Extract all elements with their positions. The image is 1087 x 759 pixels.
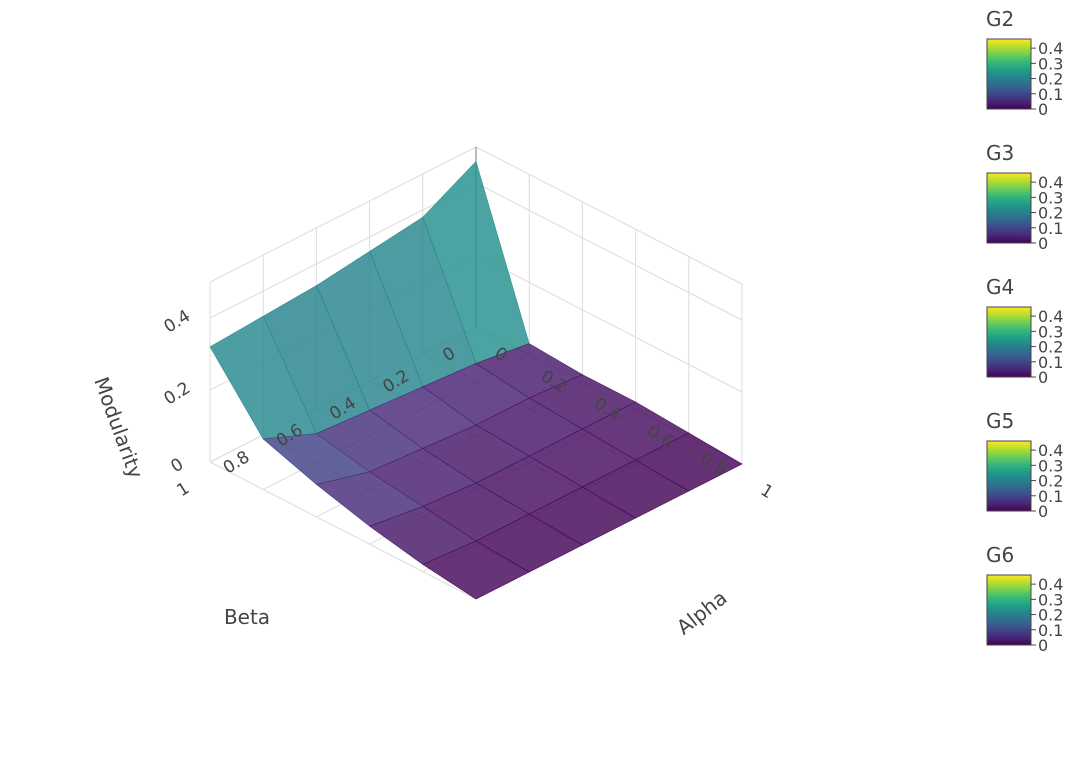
- beta-tick-label: 1: [173, 478, 193, 501]
- floor-grid-beta-5: [209, 461, 477, 600]
- modularity-tick-label: 0.4: [161, 306, 195, 337]
- colorbar-tick-label: 0.2: [1038, 606, 1063, 625]
- colorbar-tick-label: 0.4: [1038, 39, 1063, 58]
- colorbar-tick-label: 0.3: [1038, 456, 1063, 475]
- colorbar-tick-label: 0: [1038, 502, 1048, 521]
- colorbar-tick-label: 0.1: [1038, 353, 1063, 372]
- colorbar-tick-label: 0.4: [1038, 307, 1063, 326]
- colorbar-title: G3: [986, 141, 1014, 165]
- colorbar-tick-label: 0.3: [1038, 54, 1063, 73]
- colorbar-g3: G3 00.10.20.30.4: [986, 141, 1063, 253]
- colorbar-title: G2: [986, 7, 1014, 31]
- colorbar-tick-label: 0.3: [1038, 590, 1063, 609]
- colorbar-tick-label: 0.4: [1038, 173, 1063, 192]
- colorbar-tick-label: 0: [1038, 368, 1048, 387]
- colorbar-layer: G200.10.20.30.4G300.10.20.30.4G400.10.20…: [986, 7, 1063, 655]
- colorbar-g4: G4 00.10.20.30.4: [986, 275, 1063, 387]
- beta-axis-title: Beta: [224, 605, 270, 629]
- colorbar-tick-label: 0: [1038, 100, 1048, 119]
- surface-layer: [209, 160, 743, 600]
- wall-grid-z-beta-3: [209, 146, 477, 283]
- colorbar-tick-label: 0.2: [1038, 204, 1063, 223]
- colorbar-gradient: [986, 38, 1032, 110]
- colorbar-g2: G2 00.10.20.30.4: [986, 7, 1063, 119]
- colorbar-tick-label: 0: [1038, 636, 1048, 655]
- surface-patch-4-4: [422, 540, 530, 600]
- colorbar-tick-label: 0.1: [1038, 487, 1063, 506]
- colorbar-tick-label: 0.4: [1038, 441, 1063, 460]
- colorbar-tick-label: 0.2: [1038, 338, 1063, 357]
- colorbar-tick-label: 0.3: [1038, 322, 1063, 341]
- colorbar-tick-label: 0.1: [1038, 219, 1063, 238]
- colorbar-tick-label: 0.3: [1038, 188, 1063, 207]
- colorbar-gradient: [986, 172, 1032, 244]
- colorbar-tick-label: 0.1: [1038, 621, 1063, 640]
- colorbar-tick-label: 0.2: [1038, 70, 1063, 89]
- modularity-tick-label: 0: [167, 454, 187, 477]
- wall-grid-z-alpha-1: [475, 254, 743, 393]
- colorbar-tick-label: 0.4: [1038, 575, 1063, 594]
- alpha-tick-label: 1: [757, 480, 777, 503]
- modularity-tick-label: 0.2: [161, 378, 195, 409]
- colorbar-title: G6: [986, 543, 1014, 567]
- colorbar-title: G5: [986, 409, 1014, 433]
- colorbar-gradient: [986, 574, 1032, 646]
- colorbar-tick-label: 0: [1038, 234, 1048, 253]
- alpha-axis-title: Alpha: [672, 586, 732, 640]
- colorbar-g5: G5 00.10.20.30.4: [986, 409, 1063, 521]
- modularity-axis-title: Modularity: [89, 374, 148, 482]
- colorbar-gradient: [986, 440, 1032, 512]
- wall-grid-z-beta-2: [209, 182, 477, 319]
- colorbar-gradient: [986, 306, 1032, 378]
- wall-grid-z-alpha-2: [475, 182, 743, 321]
- colorbar-g6: G6 00.10.20.30.4: [986, 543, 1063, 655]
- colorbar-tick-label: 0.2: [1038, 472, 1063, 491]
- wall-grid-z-alpha-3: [475, 146, 743, 285]
- beta-tick-label: 0.8: [220, 447, 254, 478]
- colorbar-tick-label: 0.1: [1038, 85, 1063, 104]
- colorbar-title: G4: [986, 275, 1014, 299]
